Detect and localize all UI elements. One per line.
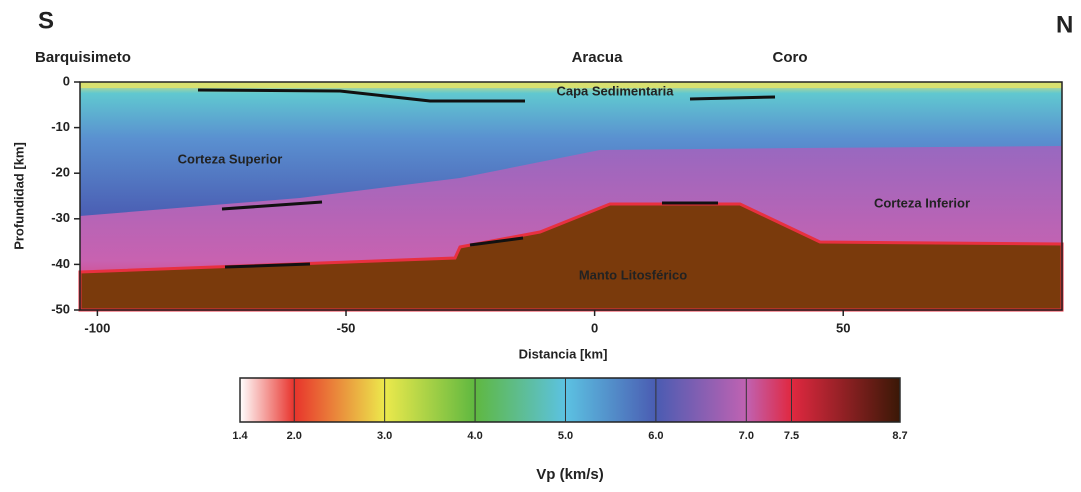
x-tick-label: 50 bbox=[836, 320, 850, 335]
region-label: Manto Litosférico bbox=[579, 267, 687, 282]
x-tick-label: 0 bbox=[591, 320, 598, 335]
colorbar-tick-label: 3.0 bbox=[377, 430, 392, 442]
colorbar-tick-label: 7.5 bbox=[784, 430, 799, 442]
colorbar-tick-label: 7.0 bbox=[739, 430, 754, 442]
region-label: Capa Sedimentaria bbox=[556, 83, 674, 98]
y-tick-label: -10 bbox=[51, 119, 70, 134]
colorbar-label: Vp (km/s) bbox=[536, 466, 604, 483]
place-label: Barquisimeto bbox=[35, 49, 131, 66]
place-label: Aracua bbox=[572, 49, 624, 66]
x-tick-label: -50 bbox=[337, 320, 356, 335]
colorbar-tick-label: 1.4 bbox=[232, 430, 248, 442]
y-axis-label: Profundidad [km] bbox=[11, 142, 26, 250]
region-label: Corteza Inferior bbox=[874, 195, 970, 210]
colorbar-tick-label: 2.0 bbox=[287, 430, 302, 442]
colorbar-tick-label: 6.0 bbox=[648, 430, 663, 442]
y-tick-label: 0 bbox=[63, 73, 70, 88]
place-label: Coro bbox=[773, 49, 808, 66]
corner-label: N bbox=[1056, 11, 1073, 38]
colorbar-tick-label: 5.0 bbox=[558, 430, 573, 442]
section: Capa Sedimentaria Corteza Superior Corte… bbox=[78, 81, 1064, 312]
colorbar bbox=[239, 377, 901, 423]
y-tick-label: -50 bbox=[51, 301, 70, 316]
surface-layer bbox=[80, 82, 1062, 88]
plot-frame bbox=[79, 81, 1063, 311]
colorbar-tick-label: 8.7 bbox=[892, 430, 907, 442]
colorbar-tick-label: 4.0 bbox=[467, 430, 482, 442]
y-tick-label: -20 bbox=[51, 165, 70, 180]
x-axis-label: Distancia [km] bbox=[519, 346, 608, 361]
corner-label: S bbox=[38, 7, 54, 34]
y-tick-label: -30 bbox=[51, 210, 70, 225]
x-tick-label: -100 bbox=[84, 320, 110, 335]
reflectors bbox=[197, 88, 776, 269]
region-label: Corteza Superior bbox=[178, 151, 283, 166]
y-tick-label: -40 bbox=[51, 256, 70, 271]
